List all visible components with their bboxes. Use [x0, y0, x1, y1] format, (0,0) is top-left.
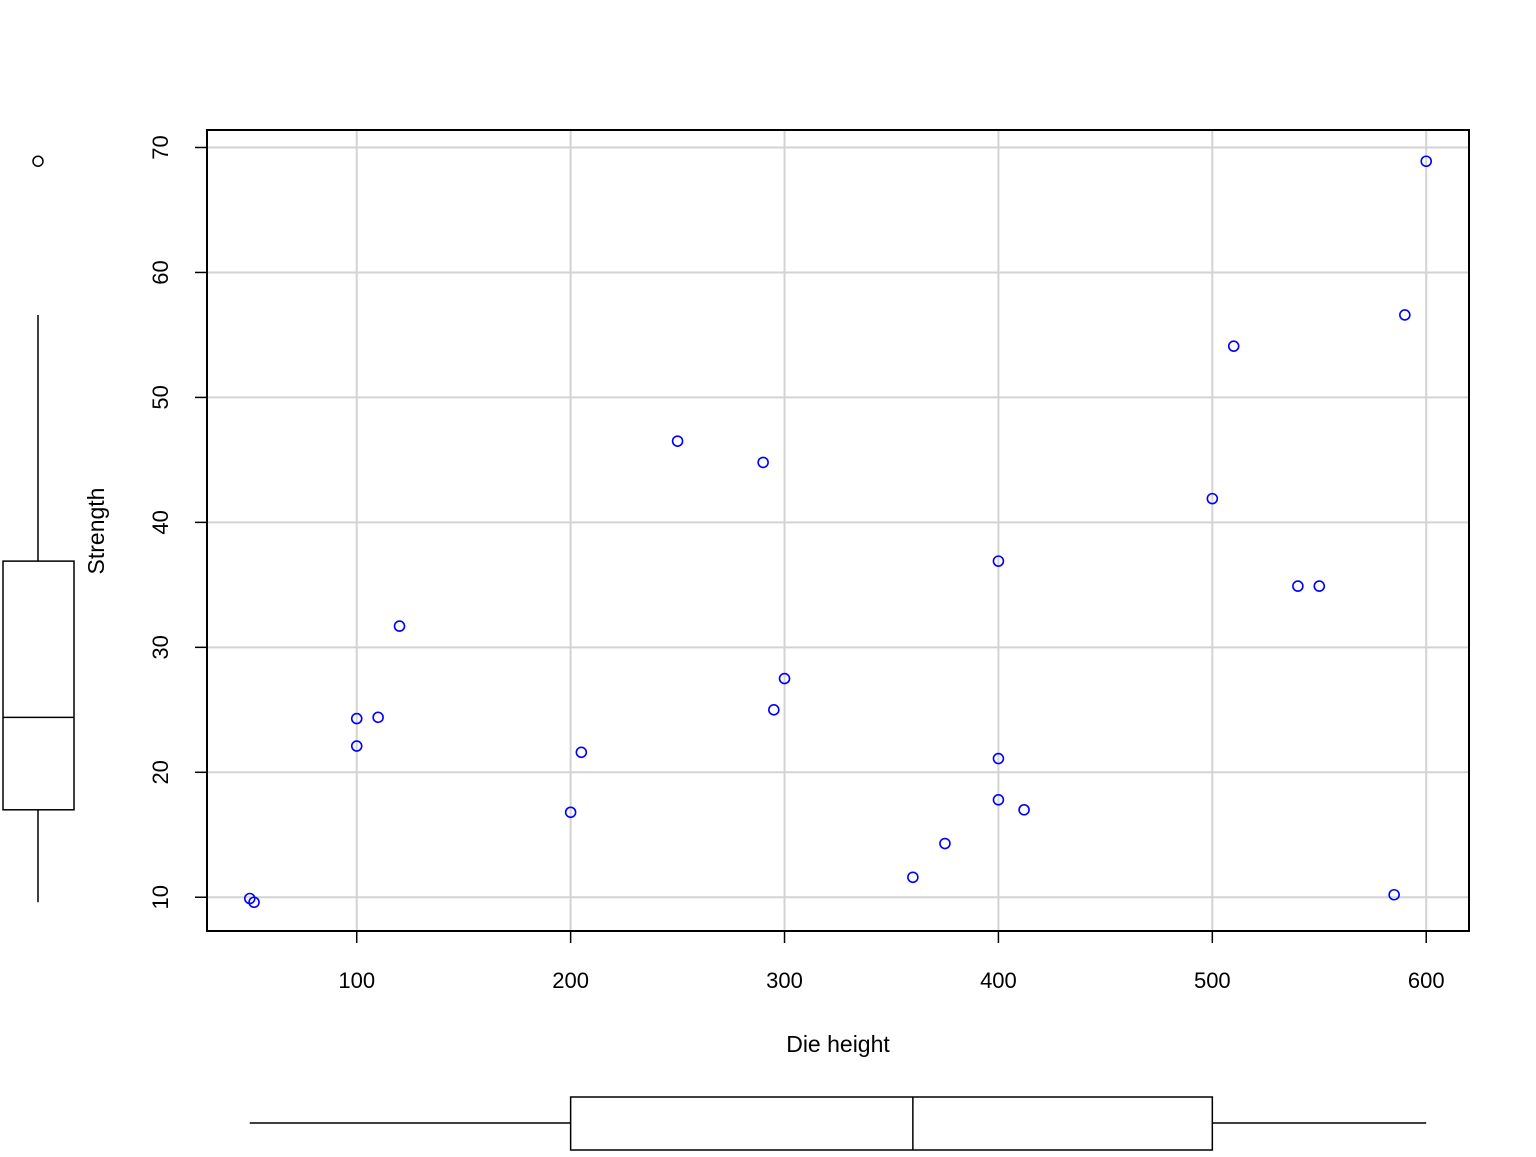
data-point: [1292, 580, 1304, 592]
data-points: [243, 155, 1433, 909]
data-point: [907, 871, 919, 884]
data-point: [768, 704, 780, 716]
y-boxplot-box: [2, 560, 75, 811]
data-point: [350, 740, 363, 752]
y-boxplot-outlier: [32, 155, 44, 167]
data-point: [992, 752, 1005, 765]
data-point: [939, 837, 951, 850]
y-tick-label: 70: [148, 135, 173, 159]
data-point: [1388, 888, 1400, 901]
data-point: [1018, 803, 1030, 816]
data-point: [248, 896, 260, 909]
y-axis: 10 20 30 40 50 60 70: [148, 135, 208, 910]
x-axis-title: Die height: [786, 1031, 890, 1057]
x-marginal-boxplot: [249, 1096, 1427, 1151]
data-point: [757, 456, 769, 469]
y-tick-label: 50: [148, 385, 173, 409]
data-point: [575, 746, 588, 759]
data-point: [778, 672, 791, 685]
y-tick-label: 30: [148, 635, 173, 659]
data-point: [1420, 155, 1433, 168]
data-point: [992, 793, 1005, 806]
plot-frame: [206, 129, 1470, 932]
data-point: [564, 806, 577, 819]
data-point: [1227, 340, 1240, 352]
y-tick-label: 10: [148, 885, 173, 909]
data-point: [372, 711, 384, 724]
x-tick-label: 300: [766, 968, 803, 993]
x-axis: 100 200 300 400 500 600: [338, 930, 1445, 993]
x-tick-label: 100: [338, 968, 375, 993]
y-tick-label: 20: [148, 760, 173, 784]
x-tick-label: 400: [980, 968, 1017, 993]
data-point: [1206, 492, 1219, 505]
data-point: [1399, 309, 1411, 321]
y-tick-label: 40: [148, 510, 173, 534]
y-marginal-boxplot: [2, 155, 75, 903]
y-axis-title: Strength: [83, 488, 109, 575]
grid-lines: [207, 130, 1469, 931]
data-point: [1313, 580, 1326, 592]
data-point: [393, 620, 406, 632]
x-boxplot-box: [569, 1096, 1214, 1151]
data-point: [671, 435, 684, 447]
x-tick-label: 200: [552, 968, 589, 993]
y-tick-label: 60: [148, 260, 173, 284]
x-tick-label: 500: [1194, 968, 1231, 993]
data-point: [350, 712, 363, 725]
data-point: [992, 555, 1005, 567]
x-tick-label: 600: [1408, 968, 1445, 993]
